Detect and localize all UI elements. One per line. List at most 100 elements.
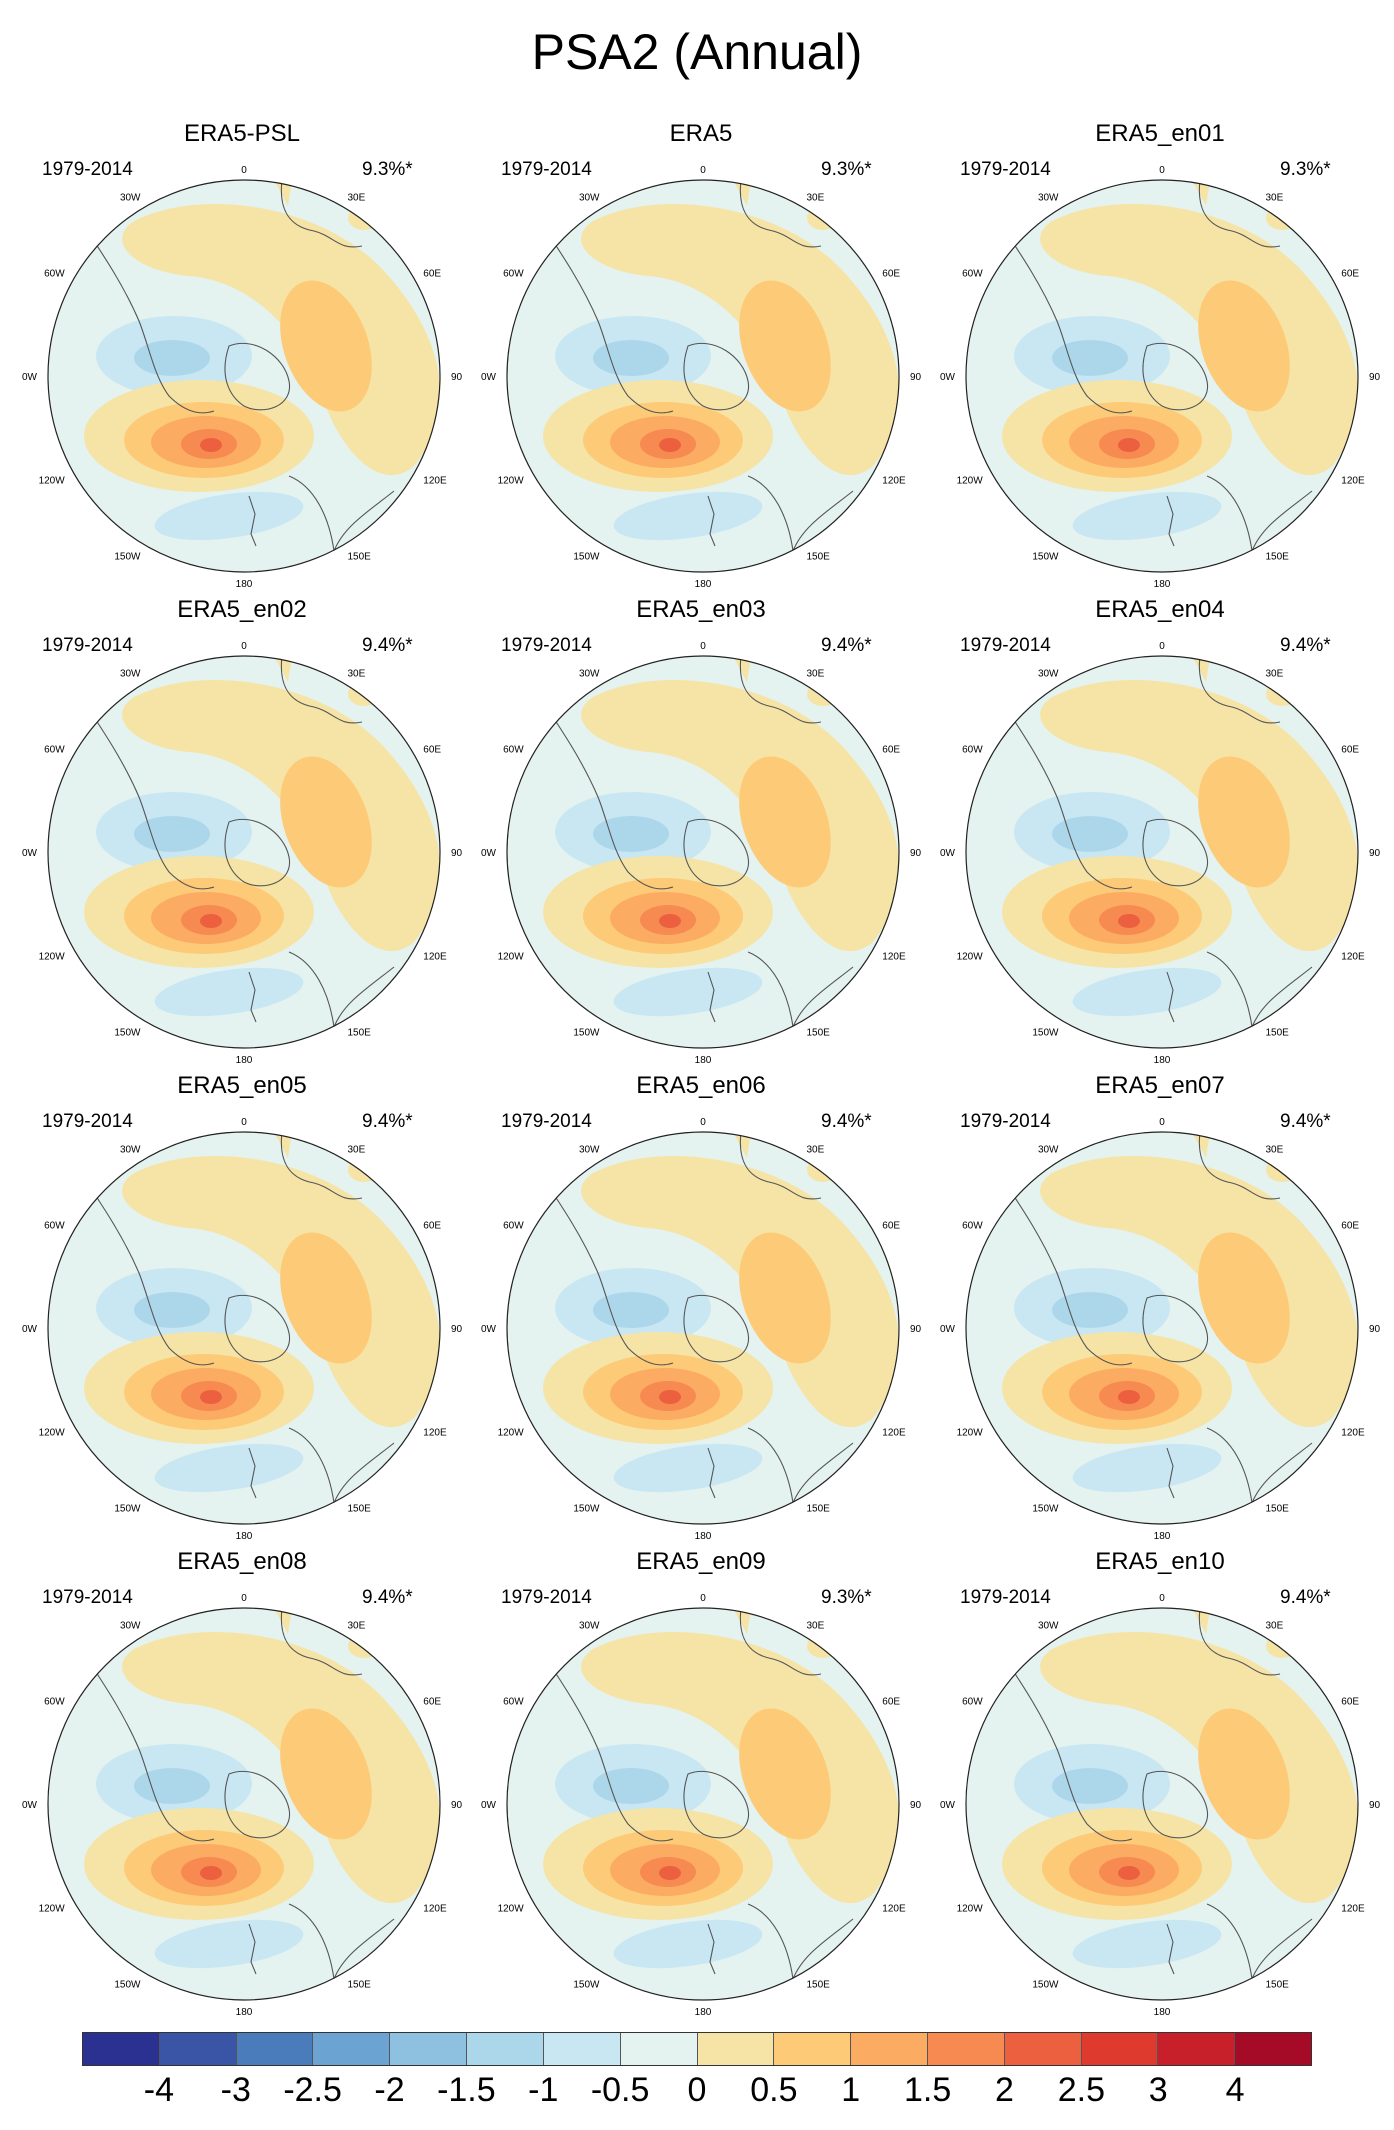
longitude-label: 150E [807, 1027, 831, 1038]
edge-patch [807, 206, 839, 230]
negative-anomaly-core [134, 1292, 210, 1328]
longitude-label: 150W [573, 1979, 600, 1990]
longitude-label: 120W [39, 476, 66, 487]
colorbar-tick-label: 0.5 [750, 2071, 798, 2109]
longitude-label: 30E [348, 669, 366, 680]
polar-map: 0 30E 60E 90E 120E 150E 180 150W 120W 90W 60W 30W [22, 1117, 462, 1542]
edge-patch [348, 1158, 380, 1182]
longitude-label: 120W [957, 1428, 984, 1439]
longitude-label: 30E [1266, 193, 1284, 204]
negative-lobe-south [613, 491, 763, 541]
longitude-label: 120E [882, 476, 906, 487]
longitude-label: 90E [910, 1324, 921, 1335]
longitude-label: 60E [882, 269, 900, 280]
coastline-africa [280, 656, 363, 724]
edge-patch [1266, 1158, 1298, 1182]
coastline-new-zealand [707, 1923, 716, 1975]
coastline-new-zealand [248, 1447, 257, 1499]
panel-title: ERA5_en07 [1095, 1072, 1225, 1099]
map-panel: 0 30E 60E 90E 120E 150E 180 150W 120W 90W 60W 30W ER… [481, 596, 921, 1066]
map-panel: 0 30E 60E 90E 120E 150E 180 150W 120W 90W 60W 30W ER… [940, 120, 1380, 590]
colorbar-swatch [1004, 2033, 1082, 2065]
coastline-new-zealand [707, 1447, 716, 1499]
longitude-label: 150E [1266, 1979, 1290, 1990]
coastline-africa [739, 1132, 822, 1200]
longitude-label: 90E [1369, 1800, 1380, 1811]
longitude-label: 120E [882, 1904, 906, 1915]
panel-period: 1979-2014 [501, 1587, 592, 1608]
longitude-label: 0 [1159, 165, 1165, 176]
longitude-label: 90W [940, 1324, 956, 1335]
coastline-south-america [83, 1653, 215, 1842]
longitude-label: 30W [120, 1145, 141, 1156]
coastline-antarctica [683, 1294, 749, 1363]
map-boundary [506, 1131, 900, 1525]
coastline-new-zealand [248, 495, 257, 547]
edge-patch [733, 656, 751, 682]
negative-anomaly-core [1052, 1768, 1128, 1804]
longitude-label: 120W [957, 476, 984, 487]
map-boundary [965, 655, 1359, 1049]
positive-lobe-center [200, 914, 222, 928]
positive-anomaly-band [1040, 1156, 1358, 1428]
negative-anomaly-core [593, 1768, 669, 1804]
longitude-label: 90W [940, 848, 956, 859]
panel-period: 1979-2014 [960, 635, 1051, 656]
positive-anomaly-core [1198, 1708, 1290, 1840]
map-boundary [506, 655, 900, 1049]
coastline-antarctica [224, 1770, 290, 1839]
longitude-label: 180 [695, 579, 712, 590]
longitude-label: 30E [807, 669, 825, 680]
positive-lobe-center [659, 1390, 681, 1404]
map-boundary [47, 655, 441, 1049]
longitude-label: 90W [22, 848, 38, 859]
longitude-label: 180 [236, 1531, 253, 1542]
coastline-africa [280, 1132, 363, 1200]
coastline-new-zealand [1166, 971, 1175, 1023]
longitude-label: 150W [573, 1503, 600, 1514]
colorbar-tick-label: 2.5 [1057, 2071, 1106, 2109]
edge-patch [1192, 1608, 1210, 1634]
panel-period: 1979-2014 [960, 159, 1051, 180]
polar-map: 0 30E 60E 90E 120E 150E 180 150W 120W 90W 60W 30W [940, 641, 1380, 1066]
longitude-label: 120W [498, 1904, 525, 1915]
panel-title: ERA5_en03 [636, 596, 766, 623]
map-panel: 0 30E 60E 90E 120E 150E 180 150W 120W 90W 60W 30W ER… [22, 120, 462, 590]
longitude-label: 60W [44, 1221, 65, 1232]
coastline-south-america [83, 1177, 215, 1366]
coastline-south-america [542, 1177, 674, 1366]
coastline-new-zealand [248, 1923, 257, 1975]
panel-title: ERA5_en05 [177, 1072, 307, 1099]
colorbar-tick-label: -2 [374, 2071, 405, 2109]
positive-anomaly-band [122, 204, 440, 476]
edge-patch [807, 1634, 839, 1658]
longitude-label: 0 [1159, 1117, 1165, 1128]
longitude-label: 60E [882, 745, 900, 756]
positive-lobe-center [659, 1866, 681, 1880]
positive-anomaly-core [739, 1232, 831, 1364]
longitude-label: 150W [114, 1979, 141, 1990]
coastline-new-zealand [707, 971, 716, 1023]
colorbar-swatch [390, 2033, 468, 2065]
panel-title: ERA5_en06 [636, 1072, 766, 1099]
polar-map: 0 30E 60E 90E 120E 150E 180 150W 120W 90W 60W 30W [940, 165, 1380, 590]
longitude-label: 180 [695, 1055, 712, 1066]
polar-map: 0 30E 60E 90E 120E 150E 180 150W 120W 90W 60W 30W [940, 1593, 1380, 2018]
negative-anomaly-core [134, 1768, 210, 1804]
panel-period: 1979-2014 [501, 159, 592, 180]
coastline-antarctica [683, 342, 749, 411]
longitude-label: 120E [1341, 1428, 1365, 1439]
positive-anomaly-band [1040, 680, 1358, 952]
negative-lobe-south [154, 967, 304, 1017]
edge-patch [274, 656, 292, 682]
positive-lobe-center [200, 1390, 222, 1404]
negative-anomaly-core [1052, 340, 1128, 376]
longitude-label: 150E [1266, 1503, 1290, 1514]
positive-anomaly-band [122, 680, 440, 952]
coastline-south-america [83, 225, 215, 414]
map-panel: 0 30E 60E 90E 120E 150E 180 150W 120W 90W 60W 30W ER… [481, 120, 921, 590]
longitude-label: 150E [348, 1503, 372, 1514]
colorbar-tick-label: 3 [1148, 2071, 1168, 2109]
colorbar-labels: -4 -3 -2.5 -2 -1.5 -1 -0.5 0 0.5 1 1.5 2 2.5 3 4 [0, 2070, 1394, 2114]
negative-lobe-south [1072, 491, 1222, 541]
